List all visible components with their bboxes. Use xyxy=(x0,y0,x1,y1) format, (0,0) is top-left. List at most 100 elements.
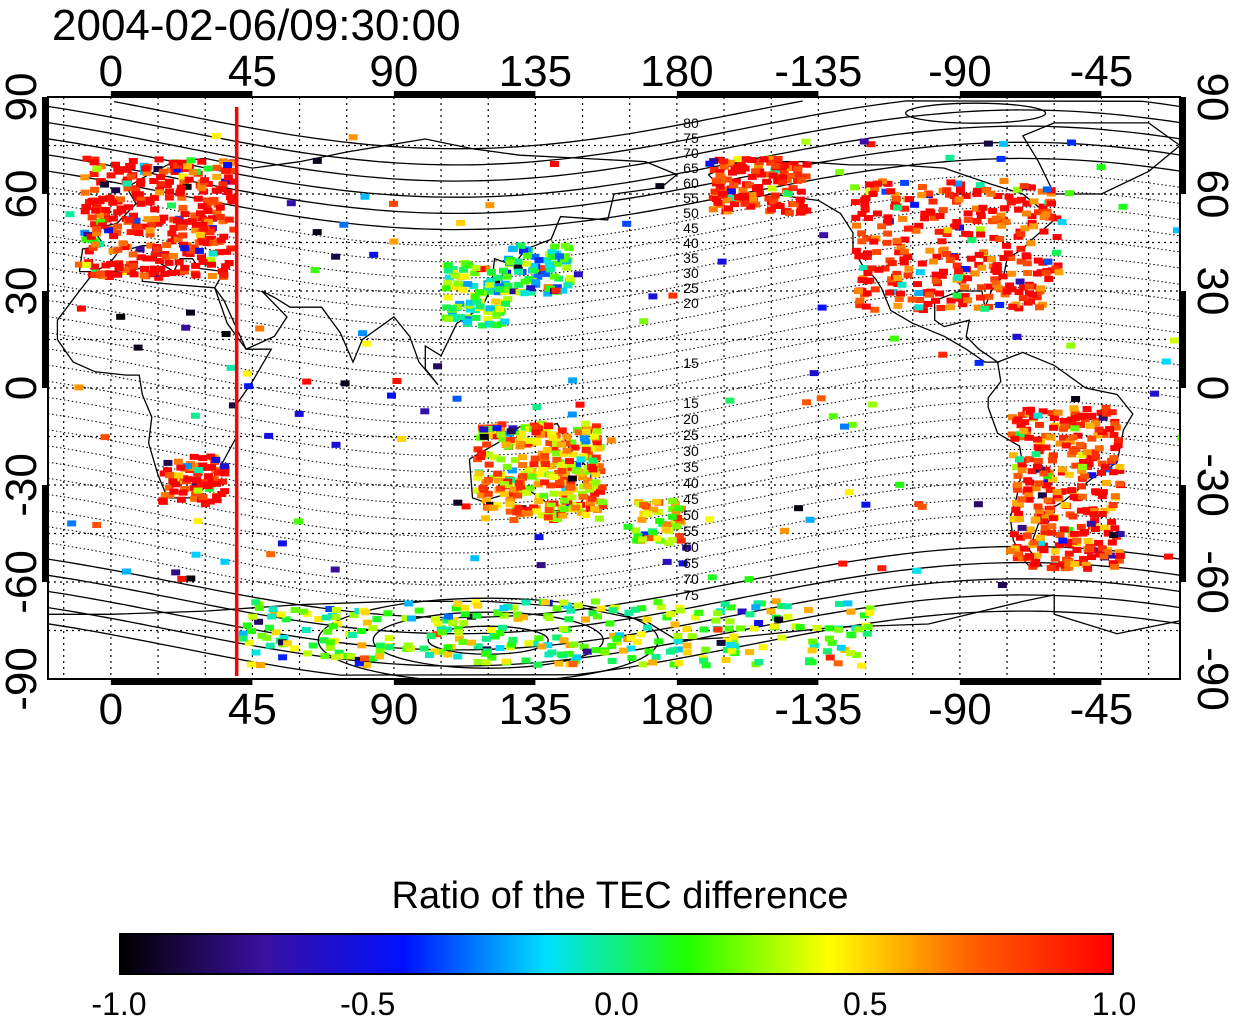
tec-cell xyxy=(1094,539,1104,546)
tec-cell xyxy=(871,235,881,242)
tec-cell xyxy=(214,469,223,476)
tec-cell xyxy=(1016,231,1026,237)
tec-cell xyxy=(1052,234,1062,240)
tec-cell xyxy=(788,185,798,192)
tec-cell xyxy=(1024,434,1034,441)
tec-cell xyxy=(1077,493,1087,500)
tec-cell xyxy=(181,324,191,331)
tec-cell xyxy=(1076,507,1086,514)
tec-cell xyxy=(176,464,186,471)
tec-cell xyxy=(347,632,357,638)
tec-cell xyxy=(176,496,186,503)
tec-cell xyxy=(1017,463,1027,470)
tec-cell xyxy=(956,187,965,194)
tec-cell xyxy=(789,161,799,167)
tec-cell xyxy=(636,631,646,638)
tec-cell xyxy=(543,422,553,429)
tec-cell xyxy=(159,214,169,221)
tec-cell xyxy=(219,268,228,275)
tec-cell xyxy=(753,600,763,607)
tec-cell xyxy=(1040,529,1050,536)
tec-cell xyxy=(932,253,942,260)
tec-cell xyxy=(223,162,233,168)
left-tick-bar xyxy=(42,485,48,582)
tec-cell xyxy=(764,195,774,202)
tec-cell xyxy=(485,282,495,289)
colorbar-tick-label: -1.0 xyxy=(91,986,147,1022)
tec-cell xyxy=(1083,565,1093,572)
tec-cell xyxy=(976,294,985,301)
tec-cell xyxy=(843,600,853,607)
tec-cell xyxy=(1006,255,1016,261)
tec-cell xyxy=(1091,489,1101,496)
tec-cell xyxy=(1050,555,1060,562)
tec-cell xyxy=(331,654,341,661)
tec-cell xyxy=(973,501,983,508)
tec-cell xyxy=(221,167,231,174)
tec-cell xyxy=(1017,411,1027,418)
tec-cell xyxy=(443,262,453,268)
tec-cell xyxy=(762,178,772,185)
tec-cell xyxy=(574,429,584,436)
tec-cell xyxy=(734,194,744,200)
tec-cell xyxy=(715,183,725,190)
tec-cell xyxy=(442,304,452,311)
tec-cell xyxy=(169,488,179,495)
tec-cell xyxy=(571,504,581,511)
tec-cell xyxy=(887,260,897,267)
tec-cell xyxy=(102,216,112,223)
tec-cell xyxy=(354,660,364,667)
tec-cell xyxy=(537,643,547,650)
tec-cell xyxy=(748,196,758,203)
lon-tick-top: -90 xyxy=(928,47,992,96)
tec-cell xyxy=(559,506,569,513)
tec-cell xyxy=(887,279,897,286)
tec-cell xyxy=(730,201,740,208)
bottom-tick-bar xyxy=(959,679,1102,685)
tec-cell xyxy=(1055,440,1065,447)
tec-cell xyxy=(1004,193,1014,200)
tec-cell xyxy=(796,207,806,214)
tec-cell xyxy=(972,190,982,197)
tec-cell xyxy=(592,439,602,446)
tec-cell xyxy=(558,512,568,519)
tec-cell xyxy=(719,163,729,170)
tec-cell xyxy=(90,186,99,193)
tec-cell xyxy=(80,208,90,215)
tec-cell xyxy=(1023,270,1033,276)
tec-cell xyxy=(591,471,601,478)
contour-label: 65 xyxy=(683,555,699,571)
tec-cell xyxy=(531,279,541,286)
tec-cell xyxy=(1110,525,1120,532)
tec-cell xyxy=(991,215,1001,222)
tec-cell xyxy=(1022,210,1031,217)
tec-cell xyxy=(627,655,637,662)
tec-cell xyxy=(890,192,900,199)
tec-cell xyxy=(456,314,465,321)
tec-cell xyxy=(862,290,872,297)
tec-cell xyxy=(1031,516,1041,523)
tec-cell xyxy=(591,647,601,654)
tec-cell xyxy=(465,306,475,313)
contour-label: 20 xyxy=(683,295,699,311)
lon-tick-top: 45 xyxy=(227,47,277,96)
tec-cell xyxy=(222,248,231,255)
map-timestamp-title: 2004-02-06/09:30:00 xyxy=(52,1,461,50)
tec-cell xyxy=(851,247,861,254)
tec-cell xyxy=(717,187,727,194)
contour-label: 30 xyxy=(683,443,699,459)
tec-cell xyxy=(1102,410,1112,417)
tec-cell xyxy=(667,513,677,520)
tec-cell xyxy=(158,498,168,505)
tec-cell xyxy=(186,309,195,316)
tec-cell xyxy=(186,575,196,582)
tec-cell xyxy=(669,661,679,668)
tec-cell xyxy=(567,475,577,482)
tec-cell xyxy=(459,266,469,273)
tec-cell xyxy=(1016,245,1026,252)
tec-cell xyxy=(196,481,206,488)
tec-cell xyxy=(164,484,174,491)
tec-cell xyxy=(496,485,506,492)
tec-cell xyxy=(430,648,440,655)
tec-cell xyxy=(555,482,565,489)
